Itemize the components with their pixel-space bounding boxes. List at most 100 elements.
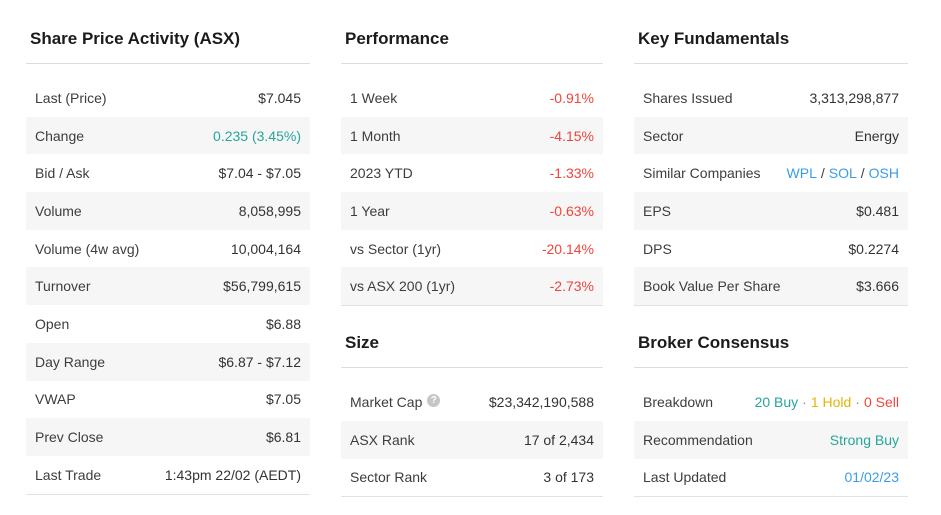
table-row-asx-rank: ASX Rank 17 of 2,434 (341, 420, 603, 459)
stock-summary-panel: Share Price Activity (ASX) Last (Price) … (26, 29, 908, 498)
broker-consensus-table: Breakdown 20 Buy · 1 Hold · 0 Sell Recommend… (634, 383, 908, 498)
recommendation-value: Strong Buy (829, 431, 899, 448)
breakdown-separator: · (802, 393, 807, 410)
share-price-activity-title: Share Price Activity (ASX) (26, 29, 310, 64)
row-label: EPS (643, 202, 672, 219)
row-value: 8,058,995 (238, 202, 301, 219)
row-value-performance: -2.73% (549, 278, 594, 295)
row-value-performance: -1.33% (549, 165, 594, 182)
ticker-link-osh[interactable]: OSH (868, 165, 899, 182)
section-performance: Performance 1 Week -0.91% 1 Month -4.15%… (341, 29, 603, 307)
row-value: $0.481 (856, 202, 899, 219)
row-label: Sector (643, 127, 684, 144)
table-row-volume-4w-avg: Volume (4w avg) 10,004,164 (26, 230, 310, 268)
ticker-link-sol[interactable]: SOL (828, 165, 857, 182)
section-share-price-activity: Share Price Activity (ASX) Last (Price) … (26, 29, 310, 495)
table-row-open: Open $6.88 (26, 305, 310, 343)
row-label: DPS (643, 240, 672, 257)
column-share-price: Share Price Activity (ASX) Last (Price) … (26, 29, 310, 497)
row-value: $0.2274 (848, 240, 899, 257)
row-value: $7.04 - $7.05 (218, 165, 301, 182)
row-label: Volume (4w avg) (35, 240, 140, 257)
table-row-1-week: 1 Week -0.91% (341, 79, 603, 117)
table-row-1-year: 1 Year -0.63% (341, 192, 603, 230)
breakdown-buy-count: 20 Buy (754, 393, 799, 410)
section-broker-consensus: Broker Consensus Breakdown 20 Buy · 1 Hold… (634, 333, 908, 498)
table-row-similar-companies: Similar Companies WPL / SOL / OSH (634, 154, 908, 192)
size-table: Market Cap? $23,342,190,588 ASX Rank 17 … (341, 383, 603, 498)
table-row-vs-asx200: vs ASX 200 (1yr) -2.73% (341, 267, 603, 306)
table-row-day-range: Day Range $6.87 - $7.12 (26, 342, 310, 381)
table-row-1-month: 1 Month -4.15% (341, 116, 603, 155)
row-label: Change (35, 127, 85, 144)
broker-consensus-title: Broker Consensus (634, 333, 908, 369)
performance-title: Performance (341, 29, 603, 64)
row-label: Last (Price) (35, 89, 107, 106)
table-row-breakdown: Breakdown 20 Buy · 1 Hold · 0 Sell (634, 383, 908, 421)
table-row-turnover: Turnover $56,799,615 (26, 267, 310, 306)
similar-companies-links: WPL / SOL / OSH (787, 165, 899, 181)
row-label: Last Trade (35, 466, 102, 483)
row-value: 1:43pm 22/02 (AEDT) (164, 466, 301, 483)
row-label: ASX Rank (350, 431, 415, 448)
table-row-shares-issued: Shares Issued 3,313,298,877 (634, 79, 908, 117)
table-row-change: Change 0.235 (3.45%) (26, 116, 310, 155)
breakdown-hold-count: 1 Hold (810, 393, 852, 410)
row-label: VWAP (35, 391, 76, 408)
column-performance-size: Performance 1 Week -0.91% 1 Month -4.15%… (341, 29, 603, 498)
size-title: Size (341, 333, 603, 369)
row-value-performance: -0.63% (549, 202, 594, 219)
row-label: vs Sector (1yr) (350, 240, 442, 257)
table-row-sector-rank: Sector Rank 3 of 173 (341, 459, 603, 497)
table-row-market-cap: Market Cap? $23,342,190,588 (341, 383, 603, 421)
row-label: Open (35, 315, 70, 332)
row-label: Turnover (35, 278, 91, 295)
key-fundamentals-table: Shares Issued 3,313,298,877 Sector Energ… (634, 79, 908, 307)
row-label: 1 Week (350, 89, 398, 106)
row-label: Recommendation (643, 431, 753, 448)
row-label: 1 Month (350, 127, 401, 144)
share-price-table: Last (Price) $7.045 Change 0.235 (3.45%)… (26, 79, 310, 495)
key-fundamentals-title: Key Fundamentals (634, 29, 908, 64)
ticker-link-wpl[interactable]: WPL (786, 165, 817, 182)
table-row-sector: Sector Energy (634, 116, 908, 155)
breakdown-separator: · (855, 393, 860, 410)
row-label: 2023 YTD (350, 165, 413, 182)
row-value: 3,313,298,877 (809, 89, 899, 106)
row-label: Book Value Per Share (643, 278, 781, 295)
section-key-fundamentals: Key Fundamentals Shares Issued 3,313,298… (634, 29, 908, 307)
table-row-recommendation: Recommendation Strong Buy (634, 420, 908, 459)
row-label: Breakdown (643, 393, 714, 410)
row-value: $7.05 (265, 391, 301, 408)
row-value: $23,342,190,588 (488, 393, 594, 410)
row-label: Prev Close (35, 429, 104, 446)
row-value: $6.88 (265, 315, 301, 332)
table-row-prev-close: Prev Close $6.81 (26, 418, 310, 456)
row-value-change: 0.235 (3.45%) (213, 127, 301, 144)
breakdown-value: 20 Buy · 1 Hold · 0 Sell (755, 394, 899, 410)
row-value: $6.81 (265, 429, 301, 446)
row-label: Bid / Ask (35, 165, 90, 182)
market-cap-label: Market Cap (350, 393, 423, 410)
row-label: Market Cap? (350, 393, 441, 410)
performance-table: 1 Week -0.91% 1 Month -4.15% 2023 YTD -1… (341, 79, 603, 307)
row-value-performance: -4.15% (549, 127, 594, 144)
row-label: Last Updated (643, 469, 727, 486)
market-cap-help-icon[interactable]: ? (427, 393, 441, 407)
table-row-bid-ask: Bid / Ask $7.04 - $7.05 (26, 154, 310, 192)
row-value: 10,004,164 (230, 240, 301, 257)
row-value: $6.87 - $7.12 (218, 353, 301, 370)
column-fundamentals-consensus: Key Fundamentals Shares Issued 3,313,298… (634, 29, 908, 498)
row-value: $7.045 (258, 89, 301, 106)
row-label: vs ASX 200 (1yr) (350, 278, 456, 295)
last-updated-link[interactable]: 01/02/23 (844, 469, 900, 486)
table-row-vwap: VWAP $7.05 (26, 381, 310, 419)
row-label: Shares Issued (643, 89, 733, 106)
table-row-last-trade: Last Trade 1:43pm 22/02 (AEDT) (26, 456, 310, 494)
row-value-performance: -20.14% (541, 240, 594, 257)
row-value-performance: -0.91% (549, 89, 594, 106)
table-row-dps: DPS $0.2274 (634, 230, 908, 268)
ticker-separator: / (820, 165, 825, 182)
table-row-last-updated: Last Updated 01/02/23 (634, 459, 908, 497)
row-label: Volume (35, 202, 82, 219)
